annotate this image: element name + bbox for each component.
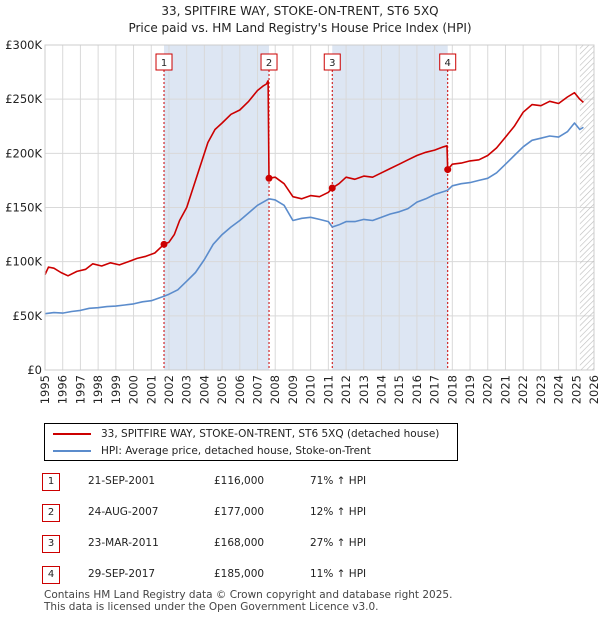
legend-line-hpi: [53, 450, 91, 452]
legend-label-property: 33, SPITFIRE WAY, STOKE-ON-TRENT, ST6 5X…: [101, 428, 440, 440]
sale-hpi-change: 71% ↑ HPI: [310, 475, 367, 487]
chart-title-line1: 33, SPITFIRE WAY, STOKE-ON-TRENT, ST6 5X…: [161, 4, 439, 18]
sale-marker-label: 4: [439, 53, 457, 71]
y-tick-label: £150K: [5, 201, 42, 215]
x-tick-label: 2020: [481, 375, 495, 404]
x-tick-label: 1998: [91, 375, 105, 404]
legend-line-property: [53, 433, 91, 435]
sale-marker-label: 1: [155, 53, 173, 71]
sale-point: [265, 174, 273, 182]
y-tick-label: £0: [27, 363, 42, 377]
x-tick-label: 2019: [463, 375, 477, 404]
plot-frame: [44, 44, 595, 371]
x-tick-label: 2000: [127, 375, 141, 404]
x-tick-label: 2002: [162, 375, 176, 404]
x-tick-label: 2010: [304, 375, 318, 404]
x-tick-label: 2005: [215, 375, 229, 404]
y-tick-label: £200K: [5, 146, 42, 160]
x-tick-label: 2016: [410, 375, 424, 404]
sale-marker-box: [260, 53, 278, 71]
x-tick-label: 1995: [38, 375, 52, 404]
x-tick-label: 2022: [516, 375, 530, 404]
x-tick-label: 2015: [392, 375, 406, 404]
sale-number-badge: 4: [42, 566, 60, 584]
x-tick-label: 2025: [569, 375, 583, 404]
legend-item-property: 33, SPITFIRE WAY, STOKE-ON-TRENT, ST6 5X…: [53, 426, 439, 442]
legend-label-hpi: HPI: Average price, detached house, Stok…: [101, 445, 371, 457]
property-series-line: [44, 80, 584, 277]
sale-row: 4 29-SEP-2017 £185,000 11% ↑ HPI: [42, 565, 462, 585]
y-tick-label: £300K: [5, 38, 42, 52]
x-tick-label: 2001: [144, 375, 158, 404]
sale-marker-number: 2: [266, 58, 272, 69]
x-tick-label: 2011: [321, 375, 335, 404]
sale-price: £185,000: [214, 568, 265, 580]
x-tick-label: 1997: [73, 375, 87, 404]
x-tick-label: 1999: [109, 375, 123, 404]
chart-svg: 1 2 3 4 £0 £50K £100K £150K £200K £250K £300K 199…: [5, 38, 600, 404]
x-tick-label: 2008: [268, 375, 282, 404]
sale-point: [328, 184, 336, 192]
footer-attribution: Contains HM Land Registry data © Crown c…: [44, 589, 452, 613]
sale-point: [444, 166, 452, 174]
sale-marker-number: 4: [445, 58, 451, 69]
sale-marker-box: [155, 53, 173, 71]
x-tick-label: 2009: [286, 375, 300, 404]
y-tick-label: £250K: [5, 92, 42, 106]
x-tick-label: 2024: [552, 375, 566, 404]
footer-line1: Contains HM Land Registry data © Crown c…: [44, 589, 453, 601]
x-tick-label: 2017: [428, 375, 442, 404]
hatched-projection-region: [579, 45, 594, 370]
y-tick-label: £100K: [5, 255, 42, 269]
sale-date: 21-SEP-2001: [88, 475, 156, 487]
sale-row: 2 24-AUG-2007 £177,000 12% ↑ HPI: [42, 503, 462, 523]
chart-title-line2: Price paid vs. HM Land Registry's House …: [128, 21, 472, 35]
legend: 33, SPITFIRE WAY, STOKE-ON-TRENT, ST6 5X…: [44, 423, 458, 461]
footer-line2: This data is licensed under the Open Gov…: [44, 601, 379, 613]
sale-date: 24-AUG-2007: [88, 506, 159, 518]
legend-item-hpi: HPI: Average price, detached house, Stok…: [53, 443, 371, 459]
sale-marker-number: 1: [161, 58, 167, 69]
sale-point: [160, 240, 168, 248]
x-tick-label: 2013: [357, 375, 371, 404]
sale-row: 1 21-SEP-2001 £116,000 71% ↑ HPI: [42, 472, 462, 492]
x-tick-label: 2003: [180, 375, 194, 404]
sale-date: 23-MAR-2011: [88, 537, 159, 549]
hpi-series-line: [44, 122, 584, 315]
sale-number-badge: 3: [42, 535, 60, 553]
sale-price: £177,000: [214, 506, 265, 518]
x-tick-label: 2021: [498, 375, 512, 404]
x-tick-label: 2006: [233, 375, 247, 404]
sale-number-badge: 1: [42, 473, 60, 491]
sale-marker-label: 2: [260, 53, 278, 71]
x-tick-label: 2004: [197, 375, 211, 404]
chart-title: 33, SPITFIRE WAY, STOKE-ON-TRENT, ST6 5X…: [0, 3, 600, 37]
x-tick-label: 2007: [251, 375, 265, 404]
sale-marker-number: 3: [329, 58, 335, 69]
x-tick-label: 1996: [56, 375, 70, 404]
x-tick-label: 2026: [587, 375, 600, 404]
x-tick-label: 2023: [534, 375, 548, 404]
sale-number-badge: 2: [42, 504, 60, 522]
sale-marker-label: 3: [323, 53, 341, 71]
sale-date: 29-SEP-2017: [88, 568, 156, 580]
x-tick-label: 2014: [374, 375, 388, 404]
sale-price: £116,000: [214, 475, 265, 487]
sale-hpi-change: 27% ↑ HPI: [310, 537, 367, 549]
x-tick-label: 2012: [339, 375, 353, 404]
sale-price: £168,000: [214, 537, 265, 549]
sale-marker-box: [323, 53, 341, 71]
y-tick-label: £50K: [13, 309, 43, 323]
sale-marker-box: [439, 53, 457, 71]
x-tick-label: 2018: [445, 375, 459, 404]
sale-row: 3 23-MAR-2011 £168,000 27% ↑ HPI: [42, 534, 462, 554]
sale-hpi-change: 11% ↑ HPI: [310, 568, 367, 580]
sale-hpi-change: 12% ↑ HPI: [310, 506, 367, 518]
